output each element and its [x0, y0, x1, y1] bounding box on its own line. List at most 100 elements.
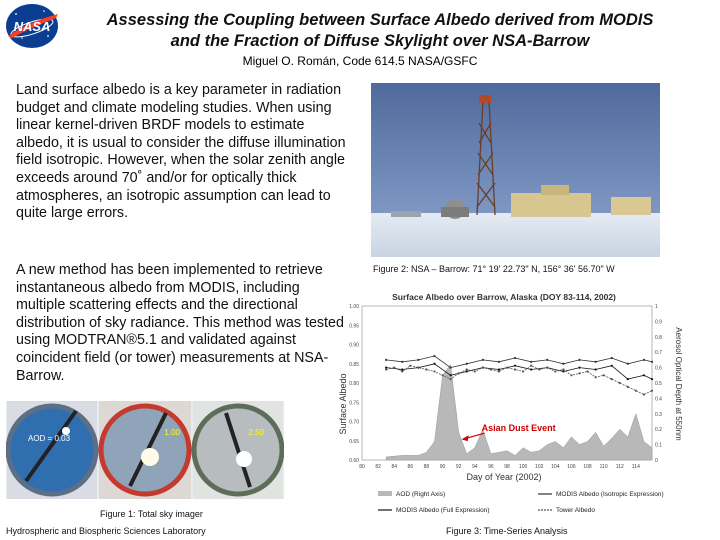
- series-point-3: [650, 389, 654, 392]
- figure-2-caption: Figure 2: NSA – Barrow: 71° 19' 22.73" N…: [373, 264, 615, 274]
- chart-y-label: Surface Albedo: [338, 373, 348, 434]
- x-tick-label: 96: [488, 464, 494, 470]
- series-point-3: [409, 364, 412, 367]
- series-point-3: [538, 368, 541, 371]
- sky-image-2: 1.00: [98, 401, 192, 499]
- series-point-3: [586, 370, 589, 373]
- series-point-1: [385, 358, 388, 361]
- sky-image-1-label: AOD = 0.03: [28, 434, 71, 443]
- series-point-3: [618, 381, 621, 385]
- chart-y2-label: Aerosol Optical Depth at 550nm: [674, 327, 683, 441]
- chart-legend: AOD (Right Axis) MODIS Albedo (Isotropic …: [378, 491, 664, 514]
- y-tick-label: 0.80: [349, 381, 359, 387]
- series-aod-area: [385, 363, 653, 461]
- y2-tick-label: 0.6: [655, 366, 662, 372]
- series-point-1: [546, 358, 549, 361]
- sky-image-1: AOD = 0.03: [5, 401, 99, 499]
- intro-paragraph: Land surface albedo is a key parameter i…: [16, 82, 346, 222]
- x-tick-label: 86: [408, 464, 414, 470]
- x-tick-label: 98: [504, 464, 510, 470]
- annotation-arrowhead: [461, 435, 469, 442]
- series-point-1: [401, 360, 404, 363]
- title-line-1: Assessing the Coupling between Surface A…: [106, 11, 654, 29]
- chart-plot-area: [361, 305, 653, 461]
- x-tick-label: 110: [600, 464, 608, 470]
- series-point-1: [465, 362, 468, 365]
- y-tick-label: 0.65: [349, 439, 359, 445]
- x-tick-label: 84: [391, 464, 397, 470]
- series-point-2: [530, 368, 533, 371]
- x-tick-label: 94: [472, 464, 478, 470]
- figure-1-caption: Figure 1: Total sky imager: [100, 509, 203, 519]
- series-point-3: [465, 368, 468, 371]
- series-point-3: [393, 366, 396, 369]
- y-tick-label: 1.00: [349, 304, 359, 310]
- series-line-1: [386, 355, 653, 369]
- series-point-2: [433, 362, 436, 365]
- series-point-3: [634, 389, 637, 392]
- series-point-3: [578, 372, 581, 375]
- series-point-3: [642, 393, 646, 396]
- series-point-3: [385, 368, 388, 371]
- legend-label: MODIS Albedo (Isotropic Expression): [556, 491, 664, 498]
- method-paragraph: A new method has been implemented to ret…: [16, 262, 344, 384]
- sky-image-2-label: 1.00: [164, 428, 180, 437]
- series-point-3: [546, 366, 549, 369]
- y-tick-label: 0.75: [349, 400, 359, 406]
- series-point-3: [433, 370, 436, 373]
- y2-tick-label: 0.8: [655, 335, 662, 341]
- series-point-3: [401, 370, 404, 373]
- y-tick-label: 0.70: [349, 420, 359, 426]
- sky-imager-panels: AOD = 0.03 1.00 2.50: [5, 401, 285, 499]
- series-point-3: [602, 374, 605, 377]
- series-point-3: [497, 370, 501, 373]
- series-point-2: [642, 374, 646, 377]
- series-point-3: [562, 368, 565, 371]
- x-tick-label: 102: [535, 464, 544, 470]
- series-point-1: [481, 358, 484, 361]
- x-tick-label: 92: [456, 464, 462, 470]
- x-tick-label: 100: [519, 464, 528, 470]
- y2-tick-label: 0.1: [655, 443, 662, 449]
- series-point-1: [449, 366, 452, 369]
- series-line-2: [386, 363, 653, 380]
- series-point-1: [562, 362, 565, 365]
- series-point-1: [642, 358, 646, 361]
- legend-swatch: [378, 491, 392, 496]
- series-point-3: [570, 374, 573, 377]
- chart-x-label: Day of Year (2002): [466, 472, 541, 482]
- series-point-1: [530, 360, 533, 363]
- series-point-3: [513, 368, 517, 371]
- y-tick-label: 0.60: [349, 458, 359, 464]
- x-tick-label: 104: [551, 464, 560, 470]
- lab-name: Hydrospheric and Biospheric Sciences Lab…: [6, 526, 206, 536]
- series-point-2: [610, 364, 613, 367]
- series-point-3: [505, 366, 509, 369]
- series-point-2: [626, 378, 629, 381]
- nasa-logo-text: NASA: [14, 19, 51, 34]
- y2-tick-label: 0.4: [655, 396, 662, 402]
- legend-label: MODIS Albedo (Full Expression): [396, 507, 490, 514]
- figure-3-caption: Figure 3: Time-Series Analysis: [446, 526, 568, 536]
- page-title: Assessing the Coupling between Surface A…: [40, 10, 720, 52]
- series-point-3: [457, 372, 460, 375]
- series-point-1: [513, 356, 517, 360]
- y-tick-label: 0.85: [349, 362, 359, 368]
- legend-label: AOD (Right Axis): [396, 491, 445, 498]
- y2-tick-label: 0.5: [655, 381, 662, 387]
- annotation-text: Asian Dust Event: [482, 423, 556, 433]
- series-point-2: [497, 368, 501, 371]
- y-tick-label: 0.90: [349, 343, 359, 349]
- y2-tick-label: 1: [655, 304, 658, 310]
- series-point-3: [481, 366, 484, 369]
- y2-tick-label: 0.2: [655, 427, 662, 433]
- y2-tick-label: 0.9: [655, 319, 662, 325]
- series-point-3: [417, 366, 420, 369]
- series-point-1: [610, 356, 613, 360]
- x-tick-label: 80: [359, 464, 365, 470]
- series-point-2: [385, 366, 388, 369]
- series-point-1: [626, 362, 629, 365]
- series-point-3: [441, 374, 444, 377]
- sky-image-3: 2.50: [191, 401, 285, 499]
- series-point-2: [513, 364, 517, 367]
